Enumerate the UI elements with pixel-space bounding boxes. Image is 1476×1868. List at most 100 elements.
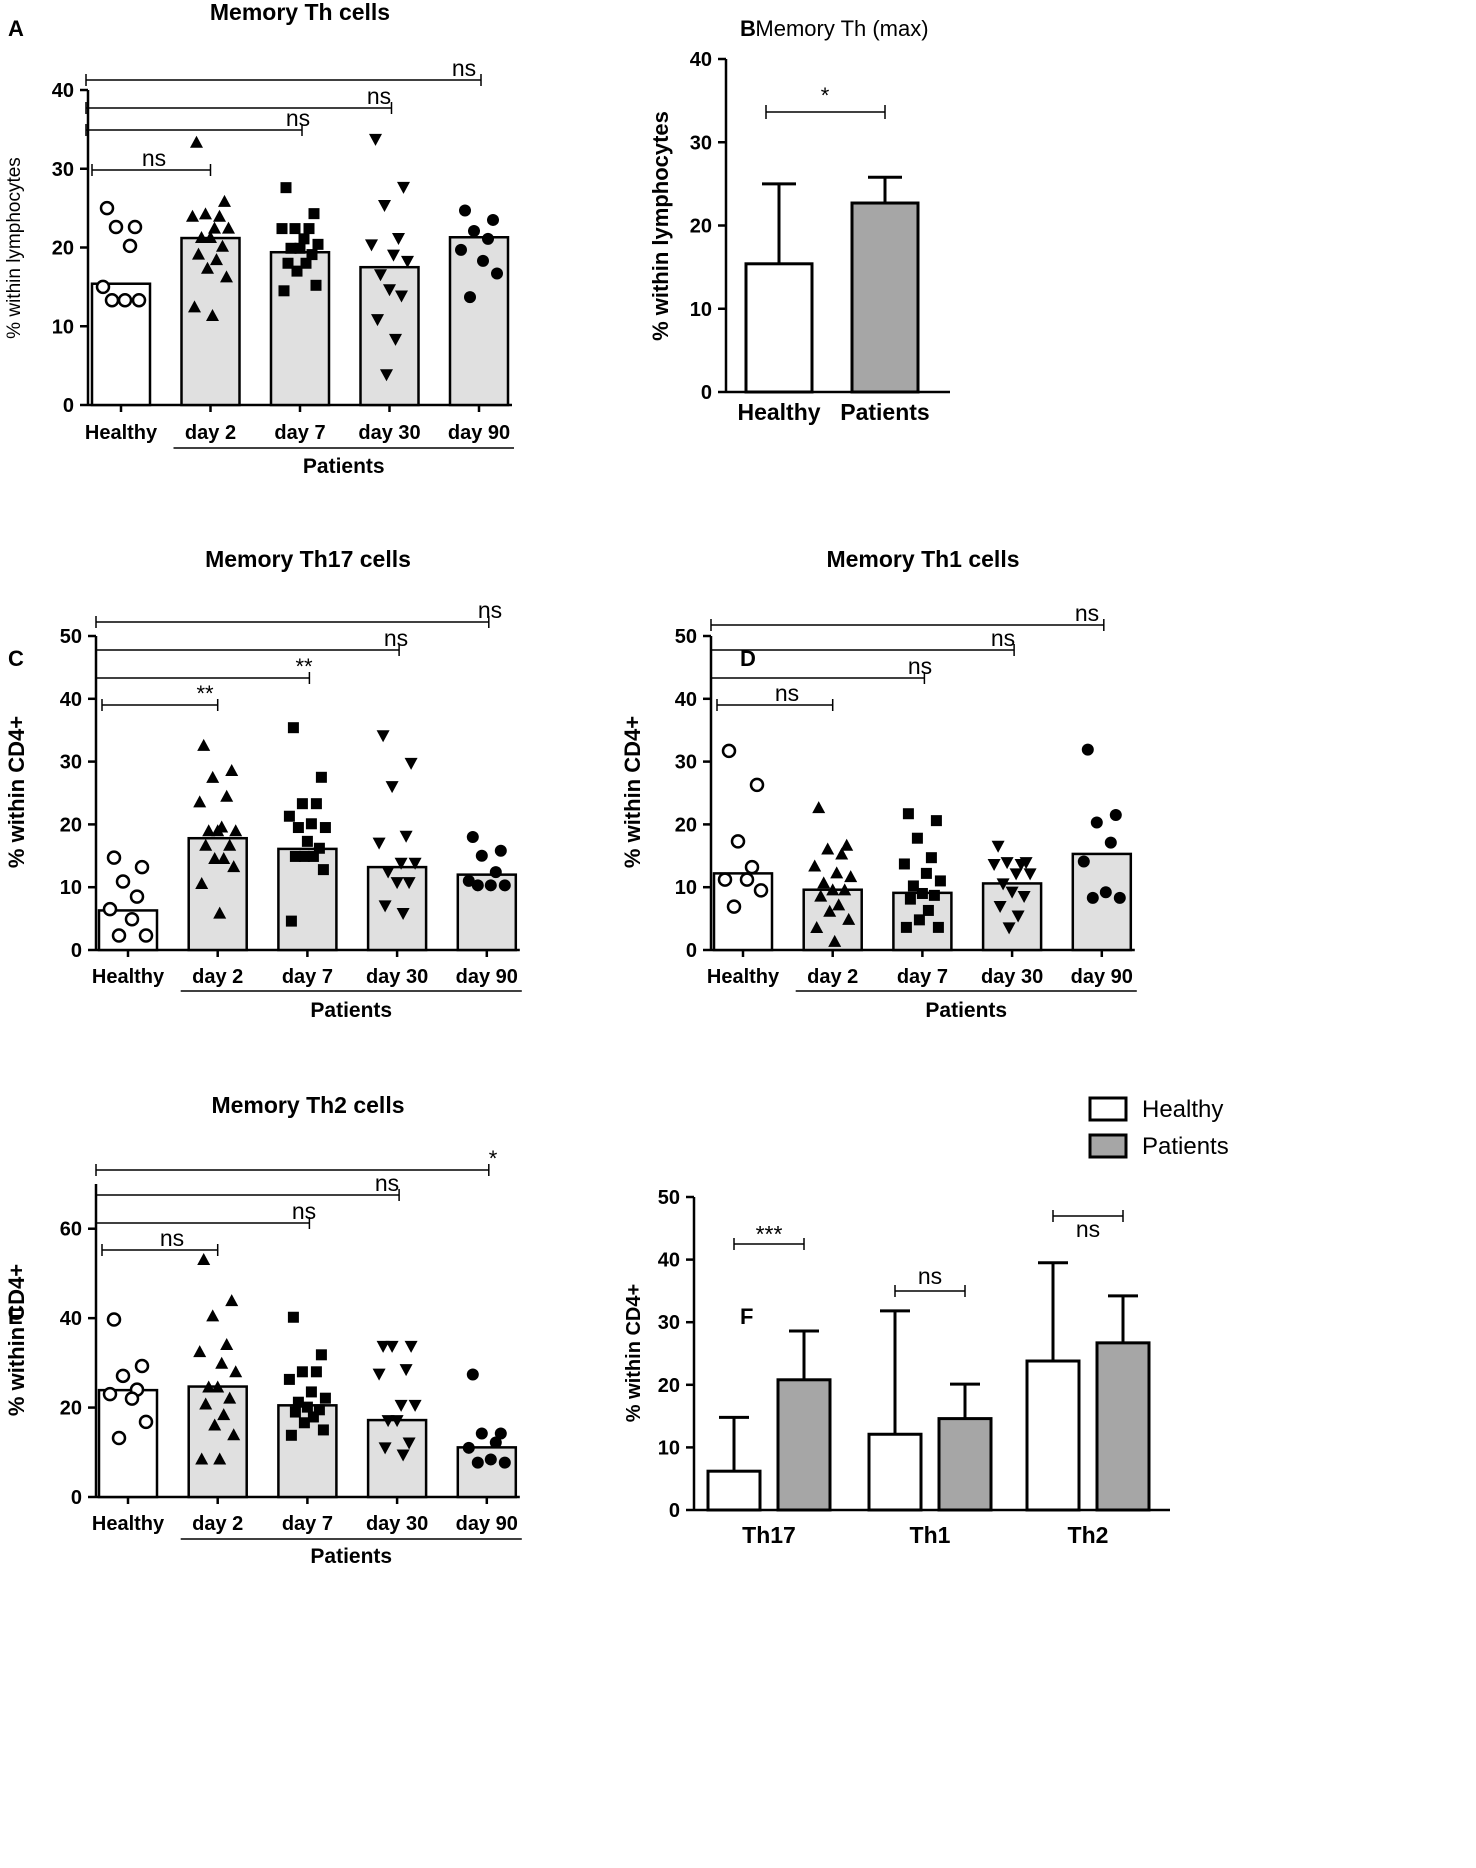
data-point: [315, 771, 327, 783]
data-point: [192, 247, 205, 260]
data-point: [1000, 857, 1014, 870]
data-point: [102, 1386, 118, 1402]
data-point: [306, 249, 318, 261]
data-point: [402, 877, 416, 890]
data-point: [310, 1366, 322, 1378]
data-point: [206, 309, 219, 322]
significance-label: **: [196, 681, 214, 706]
data-point: [218, 194, 231, 207]
data-point: [124, 911, 140, 927]
data-point: [842, 912, 856, 925]
data-point: [365, 239, 378, 252]
data-point: [376, 1340, 390, 1353]
data-point: [217, 851, 231, 864]
y-tick-label: 0: [71, 940, 82, 962]
group-label: Patients: [310, 999, 392, 1022]
data-point: [826, 883, 840, 896]
y-tick-label: 20: [60, 814, 82, 836]
data-point: [1011, 910, 1025, 923]
significance-label: ns: [478, 597, 502, 623]
significance-label: ns: [1076, 1216, 1100, 1242]
data-point: [1014, 858, 1028, 871]
data-point: [289, 223, 301, 235]
data-point: [217, 1408, 231, 1421]
data-point: [111, 1430, 127, 1446]
data-point: [471, 879, 484, 892]
bar: [776, 1378, 832, 1512]
data-point: [369, 133, 382, 146]
data-point: [498, 1456, 511, 1469]
data-point: [385, 781, 399, 794]
data-point: [498, 879, 511, 892]
significance-label: ns: [384, 625, 408, 651]
y-tick-label: 40: [675, 689, 697, 711]
data-point: [372, 837, 386, 850]
data-point: [487, 213, 499, 226]
data-point: [371, 314, 384, 327]
data-point: [904, 893, 916, 905]
bar: [850, 201, 920, 394]
data-point: [459, 204, 471, 217]
bar: [867, 1432, 923, 1512]
chart-title: Memory Th1 cells: [826, 546, 1019, 572]
x-tick-label: day 90: [448, 422, 510, 444]
y-tick-label: 30: [52, 159, 74, 181]
data-point: [721, 743, 737, 759]
x-tick-label: Healthy: [92, 1513, 165, 1535]
significance-label: ns: [918, 1263, 942, 1289]
data-point: [204, 231, 217, 244]
data-point: [464, 291, 476, 304]
data-point: [916, 887, 928, 899]
data-point: [390, 877, 404, 890]
x-tick-label: Healthy: [85, 422, 158, 444]
data-point: [216, 239, 229, 252]
x-tick-label: day 2: [185, 422, 236, 444]
data-point: [225, 764, 239, 777]
data-point: [215, 1356, 229, 1369]
data-point: [206, 1309, 220, 1322]
data-point: [276, 223, 288, 235]
panel-letter-b: B: [740, 16, 756, 41]
x-tick-label: day 90: [1071, 966, 1133, 988]
data-point: [1077, 855, 1090, 868]
bar: [937, 1417, 993, 1512]
data-point: [835, 847, 849, 860]
data-point: [289, 850, 301, 862]
data-point: [1081, 743, 1094, 756]
data-point: [844, 870, 858, 883]
data-point: [821, 842, 835, 855]
significance-label: ***: [756, 1221, 783, 1247]
data-point: [134, 859, 150, 875]
data-point: [1109, 808, 1122, 821]
data-point: [129, 889, 145, 904]
data-point: [1099, 886, 1112, 899]
data-point: [122, 238, 138, 254]
data-point: [376, 730, 390, 743]
y-tick-label: 40: [60, 1308, 82, 1330]
bar: [187, 836, 248, 952]
data-point: [195, 231, 208, 244]
data-point: [307, 1411, 319, 1423]
panel-e-chart: Memory Th2 cells 0 20 40 60 % within CD4+ Heal…: [4, 1092, 522, 1568]
data-point: [381, 866, 395, 879]
data-point: [808, 859, 822, 872]
data-point: [99, 200, 115, 216]
data-point: [404, 1340, 418, 1353]
y-tick-label: 30: [690, 132, 712, 154]
x-tick-label: Healthy: [707, 966, 780, 988]
y-tick-label: 50: [658, 1187, 680, 1209]
data-point: [392, 233, 405, 246]
y-tick-label: 10: [675, 877, 697, 899]
significance-label: ns: [775, 680, 799, 706]
y-tick-label: 20: [60, 1398, 82, 1420]
x-tick-label: day 7: [897, 966, 948, 988]
data-point: [922, 904, 934, 916]
y-tick-label: 10: [658, 1437, 680, 1459]
chart-title: Memory Th cells: [210, 0, 390, 25]
legend-swatch: [1088, 1133, 1128, 1159]
significance-label: ns: [292, 1198, 316, 1224]
data-point: [127, 219, 143, 235]
data-point: [115, 874, 131, 889]
data-point: [1113, 891, 1126, 904]
data-point: [466, 830, 479, 843]
